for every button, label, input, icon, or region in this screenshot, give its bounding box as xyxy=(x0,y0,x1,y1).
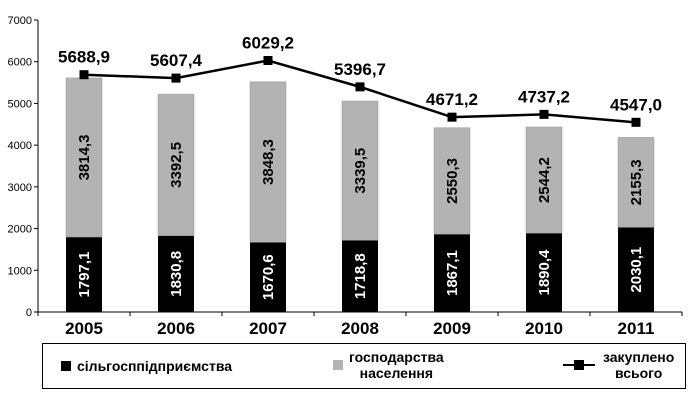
x-tick-label: 2005 xyxy=(65,319,103,338)
bar-enterprises xyxy=(618,227,654,312)
bar-households xyxy=(617,137,655,228)
bar-label-households: 3814,3 xyxy=(76,135,93,181)
bar-label-enterprises: 1670,6 xyxy=(260,254,277,300)
bar-label-enterprises: 1830,8 xyxy=(168,251,185,297)
line-total-label: 6029,2 xyxy=(242,33,294,52)
legend-label-total-line2: всього xyxy=(614,365,663,381)
bar-label-households: 3392,5 xyxy=(168,142,185,188)
legend-item-total: закуплено всього xyxy=(563,349,674,381)
legend-item-enterprises: сільгосппідприємства xyxy=(61,358,232,374)
y-tick-label: 3000 xyxy=(8,182,32,194)
bar-label-households: 2544,2 xyxy=(536,157,553,203)
line-total-label: 4737,2 xyxy=(518,87,570,106)
line-total-marker xyxy=(263,55,273,65)
legend-swatch-enterprises xyxy=(61,361,71,371)
legend-label-households-line1: господарства xyxy=(349,349,444,365)
bar-enterprises xyxy=(342,240,378,312)
legend-label-enterprises: сільгосппідприємства xyxy=(77,358,233,374)
bar-label-households: 2550,3 xyxy=(444,158,461,204)
bar-households xyxy=(65,77,103,238)
bar-label-enterprises: 1718,8 xyxy=(352,253,369,299)
bar-enterprises xyxy=(158,235,194,312)
line-total-label: 4547,0 xyxy=(610,95,662,114)
y-tick-label: 7000 xyxy=(8,15,32,27)
x-tick-label: 2011 xyxy=(618,319,655,338)
bar-label-enterprises: 1867,1 xyxy=(444,250,461,296)
y-tick-label: 4000 xyxy=(8,140,32,152)
bar-households xyxy=(341,100,379,241)
x-tick-label: 2009 xyxy=(433,319,471,338)
bar-label-enterprises: 2030,1 xyxy=(628,247,645,293)
legend-label-households-line2: населення xyxy=(359,365,434,381)
bar-households xyxy=(525,126,563,234)
line-total-label: 5688,9 xyxy=(58,48,110,67)
line-total-label: 5607,4 xyxy=(150,51,203,70)
y-tick-label: 0 xyxy=(26,307,32,319)
bar-label-enterprises: 1797,1 xyxy=(76,252,93,298)
legend-item-households: господарства населення xyxy=(333,349,444,381)
bar-enterprises xyxy=(526,233,562,312)
x-tick-label: 2010 xyxy=(525,319,563,338)
line-total-marker xyxy=(79,70,89,80)
line-total-marker xyxy=(447,112,457,122)
bar-label-enterprises: 1890,4 xyxy=(536,249,553,296)
bar-label-households: 2155,3 xyxy=(628,159,645,205)
y-tick-label: 1000 xyxy=(8,265,32,277)
line-total-marker xyxy=(631,117,641,127)
legend-line-marker-icon xyxy=(563,358,595,372)
y-tick-label: 5000 xyxy=(8,98,32,110)
bar-enterprises xyxy=(66,237,102,312)
y-tick-label: 2000 xyxy=(8,224,32,236)
line-total-marker xyxy=(539,109,549,119)
bar-enterprises xyxy=(250,242,286,312)
line-total-label: 4671,2 xyxy=(426,90,478,109)
bar-label-households: 3339,5 xyxy=(352,148,369,194)
line-total-label: 5396,7 xyxy=(334,60,386,79)
bar-households xyxy=(249,81,287,243)
line-total-marker xyxy=(171,73,181,83)
legend-label-total-line1: закуплено xyxy=(603,349,675,365)
bar-households xyxy=(433,127,471,235)
legend-swatch-households xyxy=(333,360,343,370)
x-tick-label: 2008 xyxy=(341,319,379,338)
x-tick-label: 2006 xyxy=(157,319,195,338)
bar-enterprises xyxy=(434,234,470,312)
line-total-marker xyxy=(355,82,365,92)
chart-svg: 0 1000 2000 3000 4000 5000 6000 7000 2005 2006 200… xyxy=(8,15,683,338)
x-tick-label: 2007 xyxy=(249,319,287,338)
y-tick-label: 6000 xyxy=(8,57,32,69)
bar-label-households: 3848,3 xyxy=(260,139,277,185)
bar-households xyxy=(157,93,195,236)
legend: сільгосппідприємства господарства населе… xyxy=(42,343,686,389)
